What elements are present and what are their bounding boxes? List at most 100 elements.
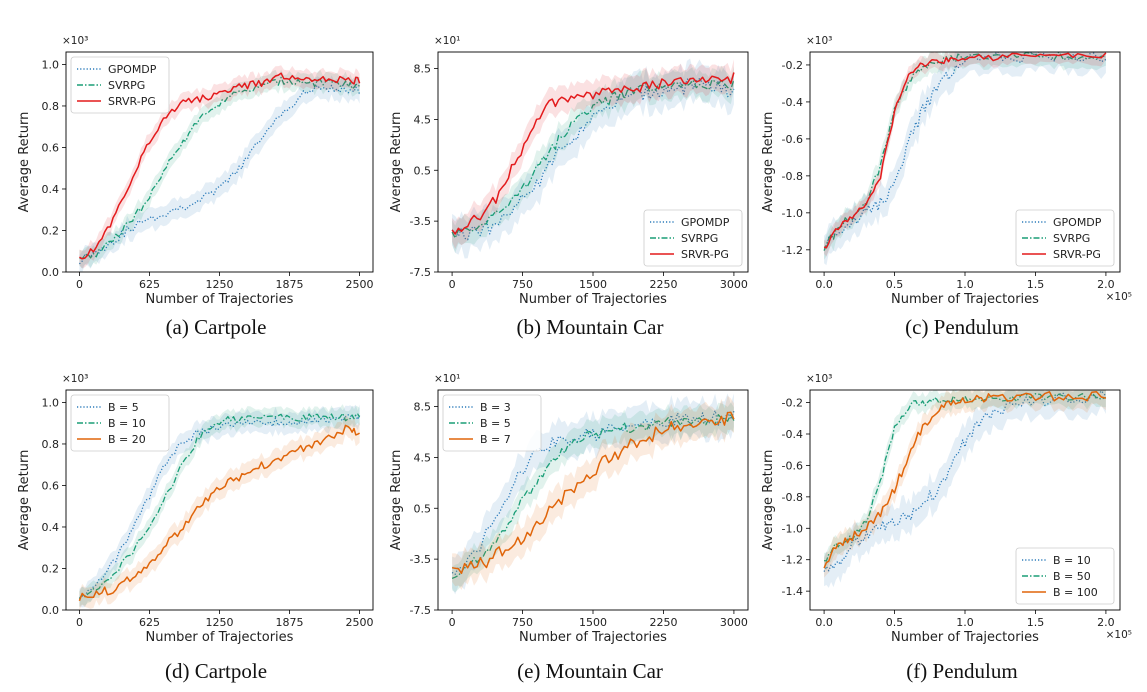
series-line-3 <box>79 72 361 260</box>
x-axis-label: Number of Trajectories <box>519 292 667 307</box>
legend: B = 10 B = 50 B = 100 <box>1015 547 1115 605</box>
series-line-3 <box>451 411 735 575</box>
y-multiplier: ×10³ <box>806 373 832 385</box>
series-line-3 <box>823 52 1107 249</box>
y-tick-label: 0.0 <box>42 604 60 617</box>
x-tick-label: 0 <box>76 278 83 291</box>
y-tick-label: -7.5 <box>410 604 431 617</box>
y-tick-label: -1.0 <box>782 522 803 535</box>
legend-box <box>70 394 170 452</box>
legend-box <box>70 56 170 114</box>
legend-box <box>1015 547 1115 605</box>
y-tick-label: 1.0 <box>42 58 60 71</box>
chart-panel-1: 0 625 1250 1875 2500 0.0 0.2 0.4 0.6 0.8 1.0×10³ Nu… <box>17 35 374 339</box>
y-tick-label: -3.5 <box>410 215 431 228</box>
chart-panel-5: 0 750 1500 2250 3000 -7.5 -3.5 0.5 4.5 8.5 ×10¹ Num… <box>389 373 749 683</box>
x-tick-label: 2250 <box>649 616 677 629</box>
plot-area <box>823 52 1107 266</box>
legend-label: SRVR-PG <box>1053 248 1101 261</box>
y-tick-label: 0.8 <box>42 438 60 451</box>
legend-label: GPOMDP <box>108 63 157 76</box>
series-line-1 <box>823 390 1107 572</box>
y-tick-label: 1.0 <box>42 396 60 409</box>
y-tick-label: -0.2 <box>782 59 803 72</box>
x-tick-label: 625 <box>139 278 160 291</box>
y-axis-label: Average Return <box>389 112 404 213</box>
y-axis-label: Average Return <box>761 450 776 551</box>
legend-label: GPOMDP <box>681 216 730 229</box>
y-tick-label: 4.5 <box>414 113 432 126</box>
y-tick-label: 0.5 <box>414 164 432 177</box>
series-line-2 <box>451 413 735 580</box>
chart-panel-6: 0.0 0.5 1.0 1.5 2.0 -1.4 -1.2 -1.0 -0.8 -0.6 -0.4 -… <box>761 373 1132 683</box>
x-multiplier: ×10⁵ <box>1106 291 1132 303</box>
y-tick-label: 8.5 <box>414 63 432 76</box>
x-tick-label: 0.0 <box>815 278 833 291</box>
series-band-1 <box>824 390 1106 588</box>
legend-label: SVRPG <box>681 232 718 245</box>
y-tick-label: 4.5 <box>414 451 432 464</box>
legend-box <box>643 209 743 267</box>
series-line-2 <box>78 412 361 600</box>
series-band-1 <box>452 393 734 595</box>
x-tick-label: 2500 <box>346 616 374 629</box>
y-tick-label: -0.2 <box>782 397 803 410</box>
series-line-2 <box>79 76 361 260</box>
legend-label: B = 7 <box>480 433 511 446</box>
legend-label: B = 5 <box>480 417 511 430</box>
y-tick-label: 0.8 <box>42 100 60 113</box>
y-tick-label: 0.6 <box>42 479 60 492</box>
legend-label: SVRPG <box>1053 232 1090 245</box>
plot-area <box>78 404 361 610</box>
legend: B = 5 B = 10 B = 20 <box>70 394 170 452</box>
x-tick-label: 3000 <box>720 616 748 629</box>
y-tick-label: -0.4 <box>782 96 803 109</box>
y-axis-label: Average Return <box>17 112 32 213</box>
legend-label: B = 20 <box>108 433 146 446</box>
x-tick-label: 1500 <box>579 616 607 629</box>
x-tick-label: 3000 <box>720 278 748 291</box>
y-tick-label: -1.2 <box>782 554 803 567</box>
plot-area <box>78 65 361 272</box>
subfigure-caption: (c) Pendulum <box>905 315 1019 339</box>
x-axis-label: Number of Trajectories <box>891 630 1039 645</box>
legend-label: B = 10 <box>1053 554 1091 567</box>
series-band-1 <box>79 404 360 608</box>
y-tick-label: -0.8 <box>782 491 803 504</box>
y-tick-label: -7.5 <box>410 266 431 279</box>
x-tick-label: 1250 <box>206 616 234 629</box>
legend: GPOMDP SVRPG SRVR-PG <box>1015 209 1115 267</box>
plot-area <box>823 390 1107 588</box>
y-tick-label: 0.2 <box>42 224 60 237</box>
legend-label: SVRPG <box>108 79 145 92</box>
x-tick-label: 0.0 <box>815 616 833 629</box>
series-band-2 <box>824 52 1106 260</box>
y-multiplier: ×10¹ <box>434 373 460 385</box>
y-tick-label: 0.0 <box>42 266 60 279</box>
y-tick-label: -1.4 <box>782 585 803 598</box>
series-line-3 <box>451 72 735 235</box>
series-band-2 <box>79 404 360 607</box>
x-axis-label: Number of Trajectories <box>519 630 667 645</box>
series-line-2 <box>451 79 735 239</box>
plot-area <box>451 58 735 259</box>
chart-panel-3: 0.0 0.5 1.0 1.5 2.0-1.2-1.0-0.8-0.6-0.4-0.2×… <box>761 35 1132 339</box>
y-tick-label: -1.2 <box>782 244 803 257</box>
legend: GPOMDP SVRPG SRVR-PG <box>643 209 743 267</box>
y-tick-label: 0.4 <box>42 183 60 196</box>
series-line-1 <box>451 409 735 575</box>
legend-box <box>442 394 542 452</box>
subfigure-caption: (a) Cartpole <box>166 315 267 339</box>
y-multiplier: ×10³ <box>806 35 832 47</box>
x-tick-label: 1.5 <box>1027 616 1045 629</box>
series-band-3 <box>79 414 360 610</box>
chart-panel-4: 0 625 1250 1875 2500 0.0 0.2 0.4 0.6 0.8 1.0×10³ Nu… <box>17 373 374 683</box>
legend-label: B = 3 <box>480 401 511 414</box>
x-tick-label: 0 <box>76 616 83 629</box>
y-multiplier: ×10³ <box>62 373 88 385</box>
series-line-2 <box>824 392 1107 562</box>
y-axis-label: Average Return <box>761 112 776 213</box>
x-tick-label: 1.0 <box>956 616 974 629</box>
subfigure-caption: (f) Pendulum <box>906 659 1017 683</box>
